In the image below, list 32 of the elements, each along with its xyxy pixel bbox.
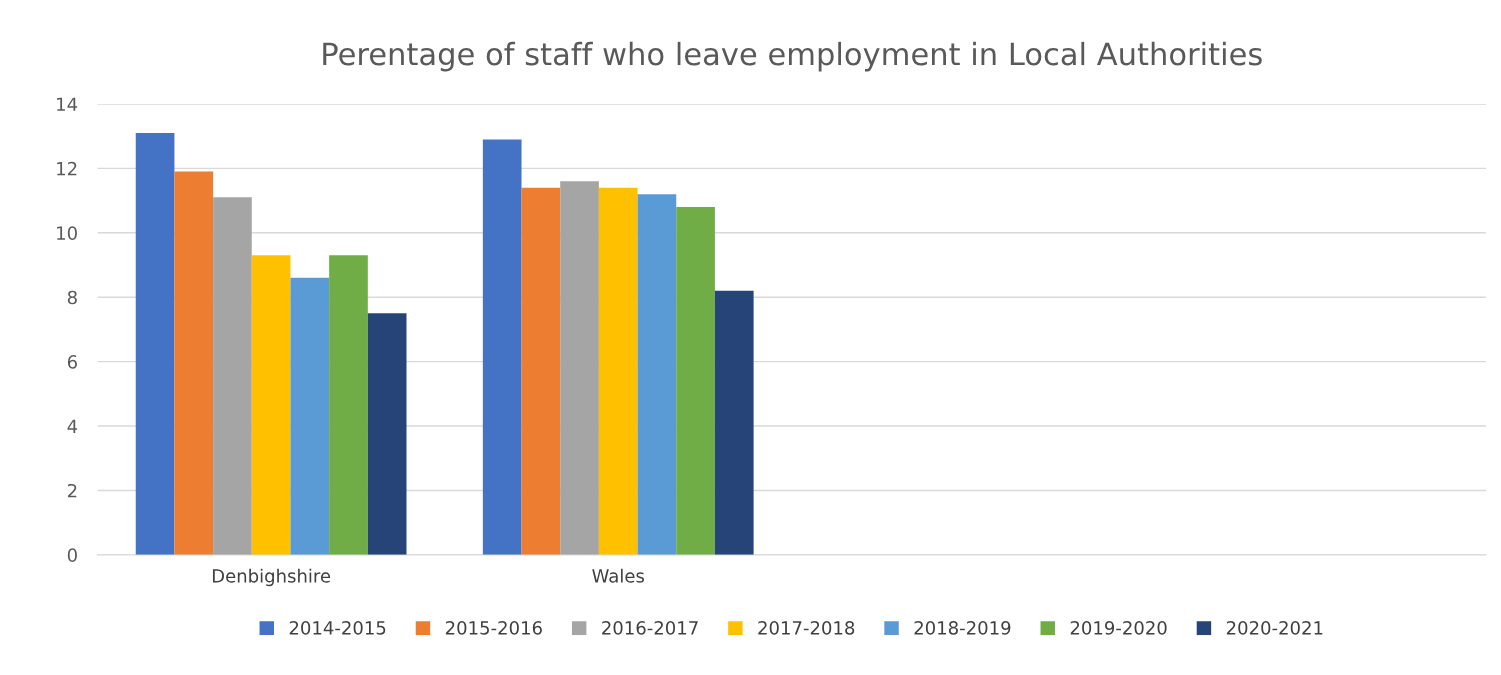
bar (213, 197, 252, 555)
bar (135, 132, 175, 555)
bar (290, 277, 330, 555)
y-tick-label: 14 (57, 97, 78, 111)
y-tick-label: 6 (67, 355, 77, 369)
bar (174, 171, 214, 555)
y-tick-label: 10 (57, 226, 77, 240)
legend-label: 2014-2015 (289, 621, 386, 635)
bar (676, 207, 715, 555)
bar (329, 255, 368, 555)
bar (521, 187, 561, 555)
y-tick-label: 0 (67, 548, 77, 562)
y-tick-label: 2 (67, 483, 77, 498)
legend-label: 2020-2021 (1226, 621, 1323, 635)
legend-label: 2018-2019 (914, 621, 1011, 635)
legend-label: 2015-2016 (445, 621, 542, 635)
legend-label: 2017-2018 (758, 621, 855, 635)
bar (598, 187, 638, 555)
x-tick-label: Wales (592, 568, 644, 583)
chart-title: Perentage of staff who leave employment in Local Authorities (323, 41, 1262, 72)
legend-label: 2016-2017 (602, 621, 698, 635)
bar (637, 194, 677, 555)
y-tick-label: 8 (67, 290, 77, 305)
bar (482, 139, 522, 555)
bar (714, 290, 754, 555)
legend-label: 2019-2020 (1070, 621, 1167, 635)
x-tick-label: Denbighshire (212, 568, 331, 587)
y-tick-label: 12 (57, 161, 77, 176)
y-tick-label: 4 (67, 419, 78, 433)
bar (251, 255, 291, 555)
bar (560, 181, 599, 555)
bar (367, 313, 407, 555)
